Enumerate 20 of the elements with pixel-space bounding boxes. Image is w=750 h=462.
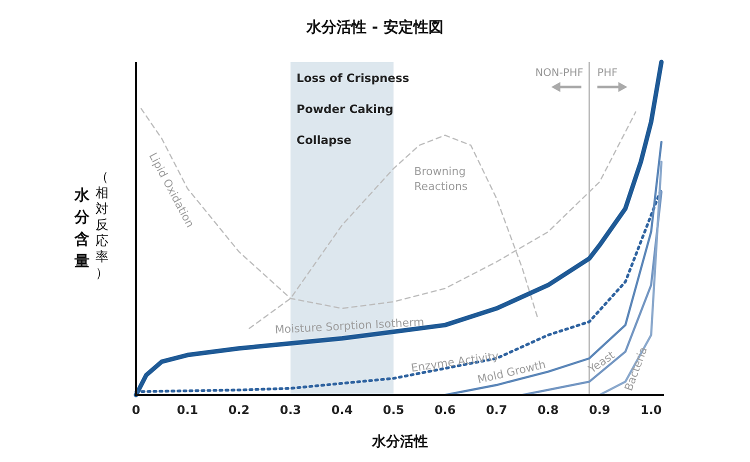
series-label: Browning Reactions <box>414 165 468 194</box>
x-tick-label: 0.7 <box>486 403 508 417</box>
x-tick-label: 0.5 <box>382 403 404 417</box>
x-tick-label: 0.3 <box>280 403 302 417</box>
x-tick-label: 0.1 <box>176 403 198 417</box>
x-tick-label: 0.6 <box>434 403 456 417</box>
x-tick-label: 0.4 <box>331 403 353 417</box>
annotation: Collapse <box>296 133 352 147</box>
annotation: PHF <box>597 67 618 79</box>
annotation: NON-PHF <box>535 67 584 79</box>
x-axis-title: 水分活性 <box>371 434 428 450</box>
annotation: Powder Caking <box>296 102 394 116</box>
x-tick-label: 0 <box>132 403 140 417</box>
chart-title: 水分活性 - 安定性図 <box>306 18 444 36</box>
x-tick-label: 0.2 <box>228 403 250 417</box>
series-label: Moisture Sorption Isotherm <box>274 316 424 336</box>
x-tick-label: 0.8 <box>537 403 559 417</box>
x-tick-label: 1.0 <box>640 403 662 417</box>
x-tick-label: 0.9 <box>588 403 610 417</box>
annotation: Loss of Crispness <box>296 71 410 85</box>
